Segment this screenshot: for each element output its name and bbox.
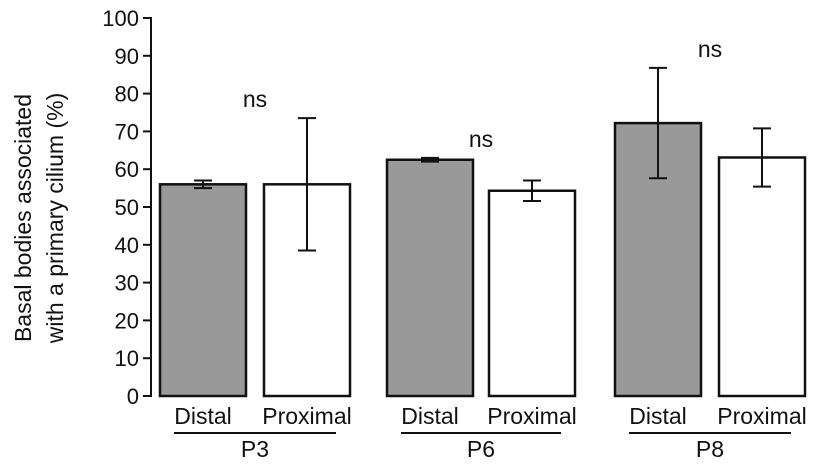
bars — [158, 121, 807, 398]
x-axis-labels: Distal Proximal P3 Distal Proximal P6 Distal Pr… — [174, 403, 807, 462]
bar-label-p6-distal: Distal — [401, 403, 459, 429]
group-label-p3: P3 — [241, 436, 269, 462]
significance-labels: ns ns ns — [243, 36, 722, 152]
bar-label-p3-proximal: Proximal — [262, 403, 351, 429]
error-bar-p8-proximal — [753, 127, 771, 188]
bar-p6-proximal — [487, 189, 577, 398]
error-bar-p6-distal — [421, 156, 439, 163]
significance-label-p3: ns — [243, 86, 267, 112]
y-tick-label: 70 — [115, 119, 139, 144]
bar-p3-distal — [158, 183, 248, 398]
bar-label-p3-distal: Distal — [174, 403, 232, 429]
group-label-p8: P8 — [696, 436, 724, 462]
bar-label-p8-proximal: Proximal — [717, 403, 806, 429]
y-tick-label: 80 — [115, 82, 139, 107]
y-tick-label: 30 — [115, 271, 139, 296]
significance-label-p8: ns — [698, 36, 722, 62]
error-bar-p3-proximal — [298, 117, 316, 252]
y-tick-label: 20 — [115, 308, 139, 333]
y-tick-label: 50 — [115, 195, 139, 220]
y-tick-label: 40 — [115, 233, 139, 258]
y-axis-title-line-2: with a primary cilium (%) — [42, 93, 68, 344]
bar-label-p6-proximal: Proximal — [487, 403, 576, 429]
significance-label-p6: ns — [469, 126, 493, 152]
y-tick-label: 100 — [102, 6, 139, 31]
bar-p8-proximal — [717, 156, 807, 398]
y-axis: 0 10 20 30 40 50 60 70 80 90 100 — [102, 6, 152, 409]
error-bar-p8-distal — [649, 66, 667, 180]
y-axis-title-line-1: Basal bodies associated — [10, 94, 36, 342]
y-tick-label: 90 — [115, 44, 139, 69]
error-bar-p3-distal — [194, 179, 212, 190]
y-tick-label: 60 — [115, 157, 139, 182]
y-tick-label: 0 — [127, 384, 139, 409]
bar-label-p8-distal: Distal — [629, 403, 687, 429]
y-tick-label: 10 — [115, 346, 139, 371]
group-label-p6: P6 — [467, 436, 495, 462]
error-bar-p6-proximal — [523, 179, 541, 202]
bar-p6-distal — [385, 158, 475, 398]
error-bars — [194, 66, 771, 252]
y-axis-title: Basal bodies associated with a primary c… — [10, 93, 68, 344]
